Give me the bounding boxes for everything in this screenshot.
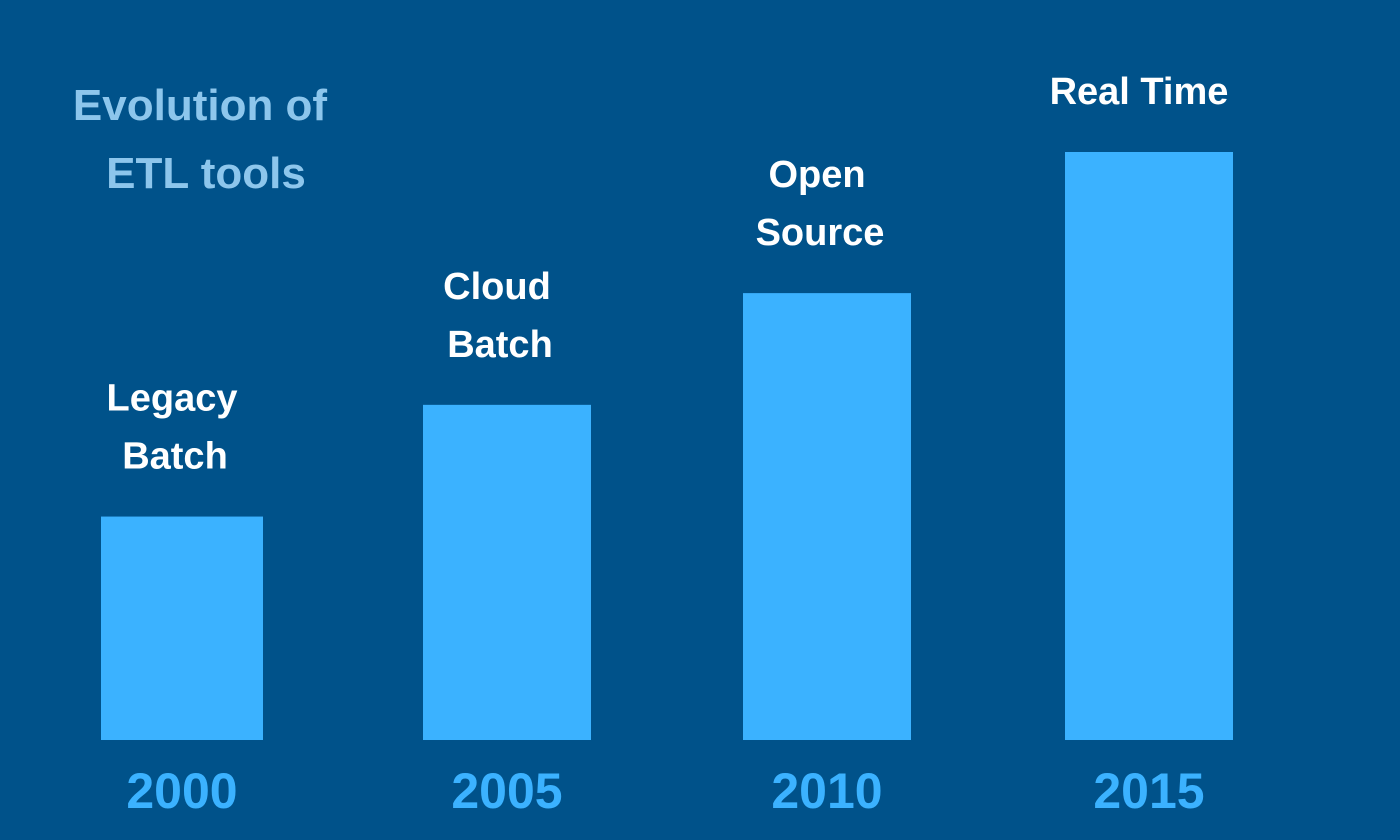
- bar-label-2005-line-2: Batch: [447, 324, 553, 366]
- chart-title-line-2: ETL tools: [106, 149, 306, 198]
- bar-label-2010-line-1: Open: [768, 154, 865, 196]
- x-tick-label-2015: 2015: [1093, 763, 1204, 819]
- bar-2010: [743, 293, 911, 740]
- bar-2005: [423, 404, 591, 740]
- x-tick-label-2000: 2000: [126, 763, 237, 819]
- bar-2015: [1065, 152, 1233, 740]
- bar-label-2000-line-1: Legacy: [107, 378, 238, 420]
- bar-label-2000-line-2: Batch: [122, 436, 228, 478]
- bar-2000: [101, 516, 263, 740]
- bar-label-2010-line-2: Source: [756, 212, 885, 254]
- x-tick-label-2005: 2005: [451, 763, 562, 819]
- x-tick-label-2010: 2010: [771, 763, 882, 819]
- chart-title-line-1: Evolution of: [73, 81, 328, 130]
- bars-layer: [101, 152, 1233, 740]
- bar-label-2015-line-1: Real Time: [1050, 71, 1229, 113]
- x-tick-labels-layer: 2000 2005 2010 2015: [126, 763, 1204, 819]
- bar-labels-layer: Legacy Batch Cloud Batch Open Source Real Time: [107, 71, 1229, 478]
- bar-label-2005-line-1: Cloud: [443, 266, 551, 308]
